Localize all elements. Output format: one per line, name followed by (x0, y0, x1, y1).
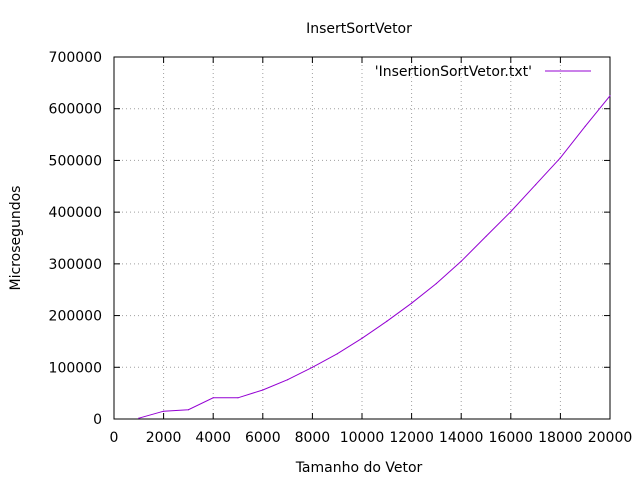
data-point (138, 417, 140, 419)
y-tick-label: 400000 (49, 205, 102, 221)
x-tick-label: 2000 (146, 430, 182, 446)
x-tick-label: 6000 (245, 430, 281, 446)
y-tick-label: 700000 (49, 50, 102, 66)
data-point (163, 410, 165, 412)
data-point (336, 353, 338, 355)
x-tick-label: 10000 (340, 430, 385, 446)
chart-title: InsertSortVetor (306, 21, 412, 37)
data-point (187, 409, 189, 411)
y-tick-label: 0 (93, 412, 102, 428)
series-line (138, 95, 611, 419)
x-tick-label: 12000 (389, 430, 434, 446)
x-tick-label: 0 (110, 430, 119, 446)
y-axis-label: Microsegundos (8, 186, 24, 291)
data-point (411, 302, 413, 304)
data-point (212, 397, 214, 399)
y-tick-label: 100000 (49, 360, 102, 376)
data-point (361, 337, 363, 339)
data-point (559, 157, 562, 159)
data-point (287, 379, 289, 381)
series-layer (138, 95, 611, 419)
data-point (535, 184, 537, 186)
data-point (435, 282, 437, 285)
data-point (386, 320, 388, 322)
y-tick-label: 200000 (49, 309, 102, 325)
x-tick-label: 8000 (295, 430, 331, 446)
y-tick-label: 300000 (49, 257, 102, 273)
data-point (510, 211, 512, 213)
x-tick-label: 16000 (489, 430, 534, 446)
x-axis-label: Tamanho do Vetor (295, 460, 423, 476)
x-tick-label: 18000 (538, 430, 583, 446)
legend: 'InsertionSortVetor.txt' (375, 64, 591, 80)
legend-label: 'InsertionSortVetor.txt' (375, 64, 532, 80)
data-point (262, 389, 264, 391)
data-point (460, 260, 462, 262)
x-tick-label: 14000 (439, 430, 484, 446)
x-tick-label: 20000 (588, 430, 633, 446)
axis-ticks: 0 2000 4000 6000 8000 10000 12000 14000 16000 180… (49, 50, 633, 446)
data-point (609, 95, 611, 97)
y-tick-label: 600000 (49, 102, 102, 118)
x-tick-label: 4000 (195, 430, 231, 446)
y-tick-label: 500000 (49, 153, 102, 169)
grid (114, 57, 610, 419)
data-point (485, 235, 487, 238)
data-point (237, 397, 239, 399)
data-point (311, 366, 313, 368)
data-point (584, 125, 586, 127)
